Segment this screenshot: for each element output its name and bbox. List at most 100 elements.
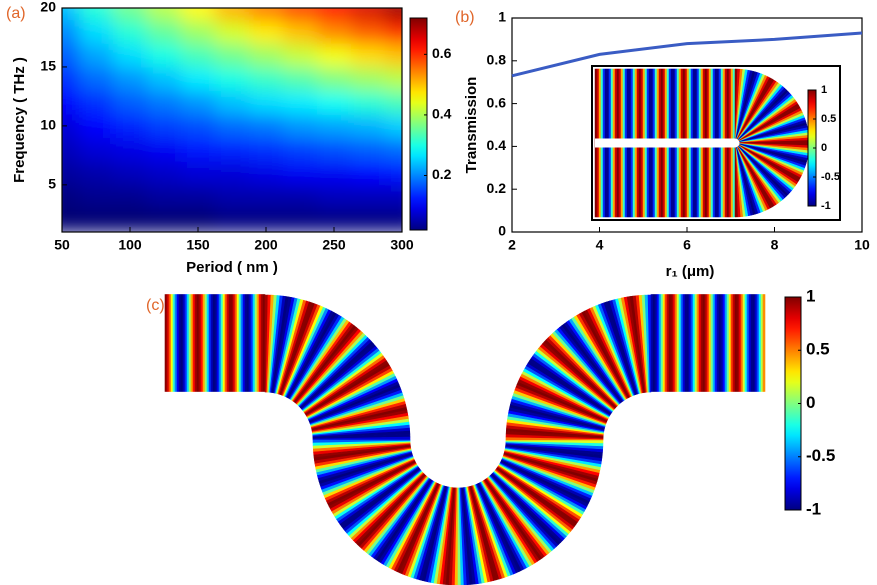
field-strip [214, 294, 218, 392]
field-strip [222, 294, 226, 392]
heatmap-cell [147, 114, 182, 139]
panel-label: (b) [455, 9, 475, 26]
heatmap-cell [249, 43, 284, 68]
heatmap-cell [181, 137, 216, 162]
field-strip [238, 294, 242, 392]
heatmap-cell [317, 137, 352, 162]
inset-slit-end [730, 138, 740, 148]
heatmap-cell [62, 114, 80, 139]
heatmap-cell [62, 90, 80, 115]
inset-slit [595, 138, 735, 148]
x-tick-label: 250 [322, 237, 346, 253]
heatmap-cell [249, 19, 284, 44]
heatmap-cell [351, 137, 386, 162]
heatmap-cell [181, 19, 216, 44]
field-strip [178, 294, 182, 392]
heatmap [62, 8, 402, 232]
y-tick-label: 0.2 [487, 180, 507, 196]
heatmap-cell [147, 19, 182, 44]
x-tick-label: 8 [771, 237, 779, 253]
y-tick-label: 0 [498, 223, 506, 239]
field-strip [242, 294, 246, 392]
field-strip [454, 487, 459, 585]
heatmap-cell [215, 161, 250, 186]
heatmap-cell [385, 137, 402, 162]
x-tick-label: 6 [683, 237, 691, 253]
heatmap-cell [215, 208, 250, 232]
colorbar-tick-label: 0.4 [432, 106, 452, 122]
field-strip [250, 294, 254, 392]
x-tick-label: 10 [854, 237, 870, 253]
field-strip [224, 294, 228, 392]
heatmap-cell [62, 66, 80, 92]
heatmap-cell [147, 90, 182, 115]
heatmap-cell [62, 8, 80, 21]
heatmap-cell [249, 8, 284, 21]
plot-frame [61, 7, 403, 233]
heatmap-cell [249, 184, 284, 209]
heatmap-cell [181, 90, 216, 115]
y-tick-label: 1 [498, 9, 506, 25]
heatmap-cell [147, 66, 182, 92]
heatmap-cell [79, 137, 114, 162]
heatmap-cell [147, 208, 182, 232]
heatmap-cell [283, 66, 318, 92]
field-strip [168, 294, 172, 392]
field-strip [164, 294, 168, 392]
heatmap-cell [283, 43, 318, 68]
x-tick-label: 150 [186, 237, 210, 253]
heatmap-cell [79, 90, 114, 115]
x-axis-label: Period ( nm ) [186, 259, 278, 276]
heatmap-cell [79, 8, 114, 21]
field-strip [176, 294, 180, 392]
colorbar-tick-label: 0 [806, 393, 815, 412]
x-axis-label: r₁ (μm) [666, 263, 715, 280]
colorbar-tick-label: 0.6 [432, 45, 452, 61]
heatmap-cell [215, 114, 250, 139]
field-strip [218, 294, 222, 392]
field-strip [192, 294, 196, 392]
heatmap-cell [113, 137, 148, 162]
heatmap-cell [351, 19, 386, 44]
field-strip [206, 294, 210, 392]
heatmap-cell [351, 66, 386, 92]
heatmap-cell [283, 8, 318, 21]
colorbar [409, 17, 428, 231]
heatmap-cell [283, 19, 318, 44]
heatmap-cell [215, 184, 250, 209]
colorbar-tick-label: -0.5 [806, 446, 835, 465]
field-strip [200, 294, 204, 392]
field-strip [170, 294, 174, 392]
heatmap-cell [215, 137, 250, 162]
field-strip [228, 294, 232, 392]
heatmap-cell [351, 161, 386, 186]
field-strip [244, 294, 248, 392]
heatmap-cell [62, 208, 80, 232]
heatmap-cell [351, 208, 386, 232]
colorbar-tick-label: 1 [821, 84, 827, 96]
heatmap-cell [283, 184, 318, 209]
field-strip [762, 294, 766, 392]
heatmap-cell [351, 184, 386, 209]
heatmap-cell [249, 208, 284, 232]
x-tick-label: 50 [54, 237, 70, 253]
colorbar-tick-label: -0.5 [821, 171, 840, 183]
heatmap-cell [385, 19, 402, 44]
heatmap-cell [113, 43, 148, 68]
colorbar-tick-label: 0 [821, 142, 827, 154]
colorbar-tick-label: -1 [806, 499, 821, 518]
heatmap-cell [113, 66, 148, 92]
field-strip [174, 294, 178, 392]
heatmap-cell [62, 43, 80, 68]
heatmap-cell [181, 161, 216, 186]
heatmap-cell [385, 66, 402, 92]
heatmap-cell [317, 66, 352, 92]
x-tick-label: 200 [254, 237, 278, 253]
heatmap-cell [385, 114, 402, 139]
x-tick-label: 2 [508, 237, 516, 253]
heatmap-cell [351, 8, 386, 21]
heatmap-cell [385, 184, 402, 209]
heatmap-cell [249, 114, 284, 139]
y-tick-label: 15 [40, 58, 56, 74]
heatmap-cell [317, 43, 352, 68]
